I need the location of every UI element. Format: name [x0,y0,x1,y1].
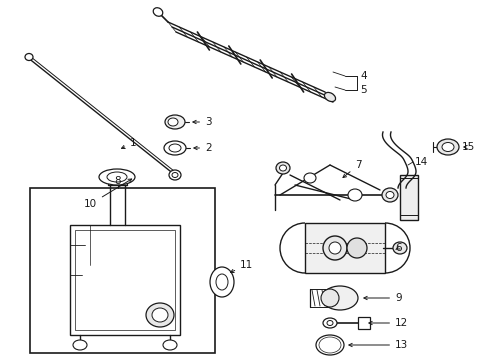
Text: 12: 12 [368,318,407,328]
Ellipse shape [315,335,343,355]
Text: 11: 11 [230,260,253,273]
Polygon shape [80,310,95,330]
Ellipse shape [320,289,338,307]
Ellipse shape [346,238,366,258]
Ellipse shape [73,340,87,350]
Ellipse shape [324,93,335,102]
Text: 15: 15 [461,142,474,152]
Text: 1: 1 [121,138,136,149]
Ellipse shape [169,170,181,180]
Ellipse shape [323,236,346,260]
Ellipse shape [323,318,336,328]
Bar [30,188,215,353]
Ellipse shape [279,165,286,171]
Bar [75,230,175,330]
Ellipse shape [304,173,315,183]
Text: 6: 6 [394,243,401,253]
Ellipse shape [107,172,127,182]
Text: 4: 4 [359,71,366,81]
Ellipse shape [163,340,177,350]
Ellipse shape [441,143,453,152]
Ellipse shape [381,188,397,202]
Text: 14: 14 [414,157,427,167]
Text: 5: 5 [359,85,366,95]
Ellipse shape [216,274,227,290]
Text: 8: 8 [115,176,121,186]
Ellipse shape [164,115,184,129]
Ellipse shape [168,118,178,126]
Bar [70,225,180,335]
Ellipse shape [152,308,168,322]
Ellipse shape [392,242,406,254]
Ellipse shape [326,320,332,325]
Ellipse shape [25,54,33,60]
Text: 9: 9 [363,293,401,303]
Text: 2: 2 [193,143,211,153]
Ellipse shape [347,189,361,201]
Bar [357,317,369,329]
Ellipse shape [385,192,393,198]
Ellipse shape [153,8,163,16]
Ellipse shape [275,162,289,174]
Ellipse shape [321,339,337,351]
Bar [399,175,417,220]
Text: 3: 3 [192,117,211,127]
Text: 10: 10 [84,179,131,209]
Ellipse shape [163,141,185,155]
Ellipse shape [99,169,135,185]
Ellipse shape [172,172,178,177]
Ellipse shape [318,337,340,353]
Text: 13: 13 [348,340,407,350]
Ellipse shape [209,267,234,297]
Text: 7: 7 [342,160,361,177]
Ellipse shape [328,242,340,254]
Ellipse shape [321,286,357,310]
Ellipse shape [146,303,174,327]
Ellipse shape [436,139,458,155]
Ellipse shape [169,144,181,152]
Bar [305,223,384,273]
